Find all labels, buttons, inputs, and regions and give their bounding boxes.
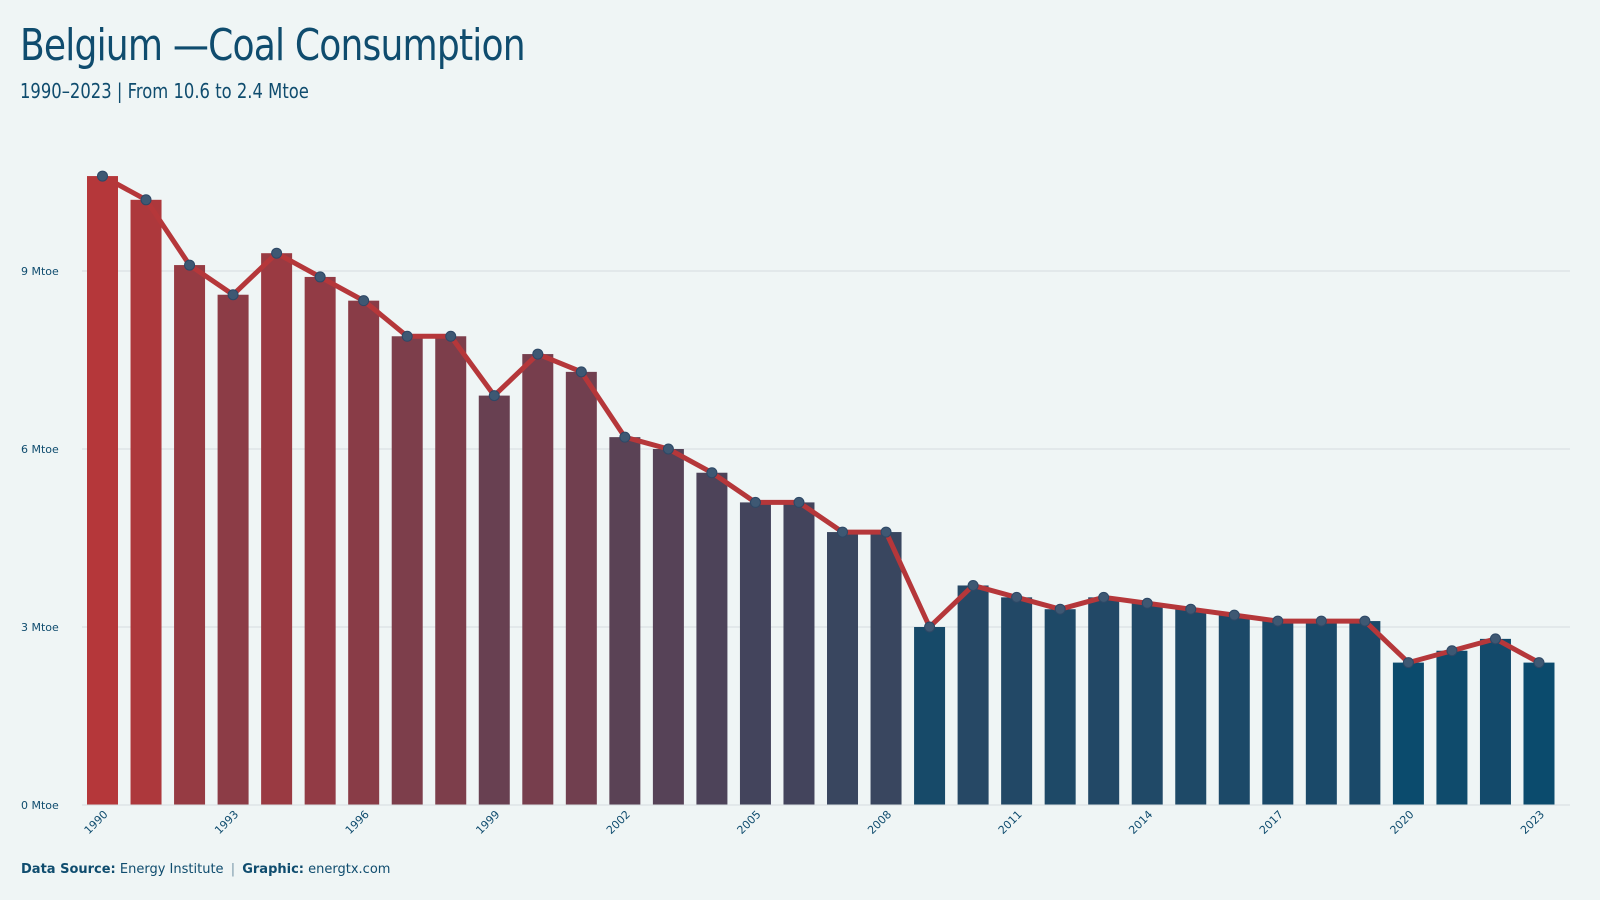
data-point: [749, 496, 761, 508]
data-point: [314, 271, 326, 283]
data-point: [227, 289, 239, 301]
data-point: [184, 259, 196, 271]
bar: [914, 627, 946, 805]
chart-subtitle: 1990–2023 | From 10.6 to 2.4 Mtoe: [20, 79, 309, 103]
data-point: [880, 526, 892, 538]
bar: [652, 449, 684, 805]
bar: [348, 300, 380, 805]
trend-line: [100, 173, 1542, 666]
bar: [304, 276, 336, 805]
data-point: [140, 194, 152, 206]
data-point: [662, 443, 674, 455]
bar: [1262, 621, 1294, 805]
data-point: [1011, 591, 1023, 603]
bar: [1392, 662, 1424, 805]
x-tick-label: 2017: [1257, 808, 1286, 837]
data-point: [488, 390, 500, 402]
bar: [174, 265, 206, 806]
bar: [1305, 621, 1337, 805]
data-point: [532, 348, 544, 360]
data-point: [1402, 657, 1414, 669]
source-label: Data Source:: [21, 862, 116, 877]
data-point: [1272, 615, 1284, 627]
data-point: [271, 247, 283, 259]
bar: [1479, 638, 1511, 805]
bar: [1218, 615, 1250, 805]
bar: [478, 395, 510, 805]
data-point: [967, 579, 979, 591]
x-tick-label: 2023: [1518, 808, 1547, 837]
data-point: [706, 467, 718, 479]
bar: [130, 199, 162, 806]
data-point: [401, 330, 413, 342]
bar: [261, 253, 293, 805]
bar: [609, 437, 641, 805]
y-tick-label: 6 Mtoe: [21, 443, 59, 456]
bar: [1523, 662, 1555, 805]
bar: [1131, 603, 1163, 805]
bar: [1436, 650, 1468, 805]
y-tick-label: 3 Mtoe: [21, 621, 59, 634]
bar: [435, 336, 467, 805]
bar: [870, 532, 902, 805]
bar: [522, 354, 554, 805]
data-point: [1315, 615, 1327, 627]
x-tick-label: 2002: [604, 808, 633, 837]
bar: [783, 502, 815, 805]
graphic-label: Graphic:: [242, 862, 304, 877]
data-point: [1054, 603, 1066, 615]
x-tick-label: 2011: [996, 808, 1025, 837]
data-point: [1489, 633, 1501, 645]
y-tick-label: 0 Mtoe: [21, 799, 59, 812]
data-point: [793, 496, 805, 508]
bar: [1175, 609, 1207, 805]
bar: [1088, 597, 1120, 805]
x-tick-label: 1990: [82, 808, 111, 837]
data-point: [1098, 591, 1110, 603]
bar: [87, 176, 118, 806]
chart-footer: Data Source: Energy Institute | Graphic:…: [21, 862, 390, 877]
bar: [1001, 597, 1033, 805]
x-tick-label: 1996: [343, 808, 372, 837]
data-point: [619, 431, 631, 443]
source-value: Energy Institute: [119, 862, 224, 877]
bar: [1349, 621, 1381, 805]
graphic-value: energtx.com: [308, 862, 391, 877]
chart-title: Belgium —Coal Consumption: [20, 20, 526, 71]
data-point: [1228, 609, 1240, 621]
y-tick-label: 9 Mtoe: [21, 265, 59, 278]
data-point: [837, 526, 849, 538]
bar: [1044, 609, 1076, 805]
footer-separator: |: [230, 862, 236, 877]
data-point: [1185, 603, 1197, 615]
bar: [827, 532, 859, 805]
x-tick-label: 1999: [473, 808, 502, 837]
data-point: [924, 621, 936, 633]
data-point: [97, 170, 108, 182]
bar: [565, 371, 597, 805]
data-point: [1446, 645, 1458, 657]
bar: [217, 294, 249, 805]
data-point: [445, 330, 457, 342]
x-tick-label: 2008: [865, 808, 894, 837]
data-point: [1359, 615, 1371, 627]
bar: [696, 472, 728, 805]
bar: [391, 336, 423, 805]
x-tick-label: 1993: [212, 808, 241, 837]
data-point: [1533, 657, 1545, 669]
x-tick-label: 2020: [1388, 808, 1417, 837]
data-point: [358, 295, 370, 307]
x-tick-label: 2014: [1126, 808, 1155, 837]
bar: [739, 502, 771, 805]
data-point: [575, 366, 587, 378]
data-point: [1141, 597, 1153, 609]
bar: [957, 585, 989, 805]
x-tick-label: 2005: [735, 808, 764, 837]
